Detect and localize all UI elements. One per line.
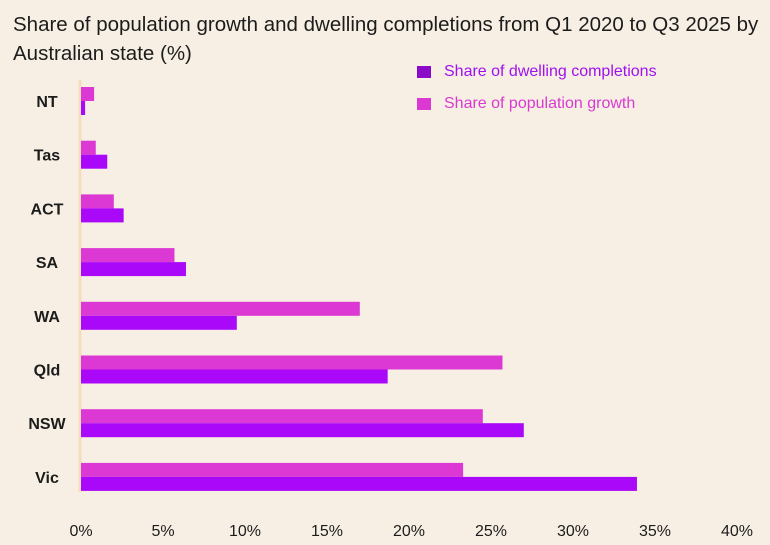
category-label: WA: [34, 309, 60, 326]
legend-swatch: [417, 98, 431, 110]
category-label: NT: [36, 94, 58, 111]
bar-population: [81, 140, 96, 155]
category-label: NSW: [28, 416, 66, 433]
bar-dwelling: [81, 262, 186, 277]
x-tick-label: 30%: [557, 523, 589, 540]
legend-label: Share of dwelling completions: [444, 63, 657, 80]
x-tick-label: 25%: [475, 523, 507, 540]
bar-dwelling: [81, 369, 388, 384]
legend-label: Share of population growth: [444, 95, 635, 112]
bar-population: [81, 301, 360, 316]
x-tick-label: 35%: [639, 523, 671, 540]
bar-population: [81, 462, 464, 477]
x-tick-label: 0%: [69, 523, 92, 540]
bar-population: [81, 409, 483, 424]
bar-dwelling: [81, 208, 124, 223]
bar-dwelling: [81, 423, 524, 438]
x-tick-label: 20%: [393, 523, 425, 540]
x-tick-label: 15%: [311, 523, 343, 540]
category-label: Vic: [35, 470, 59, 487]
bar-population: [81, 248, 175, 263]
bar-dwelling: [81, 101, 86, 115]
x-tick-label: 5%: [151, 523, 174, 540]
legend-swatch: [417, 66, 431, 78]
bar-population: [81, 194, 114, 209]
x-tick-label: 10%: [229, 523, 261, 540]
chart-title: Share of population growth and dwelling …: [13, 13, 759, 65]
category-label: Tas: [34, 148, 60, 165]
bar-population: [81, 87, 95, 101]
category-label: Qld: [34, 363, 61, 380]
category-label: ACT: [31, 201, 64, 218]
category-label: SA: [36, 255, 59, 272]
bar-dwelling: [81, 476, 637, 491]
bar-population: [81, 355, 503, 370]
x-tick-label: 40%: [721, 523, 753, 540]
bar-dwelling: [81, 315, 237, 330]
bar-dwelling: [81, 154, 108, 169]
